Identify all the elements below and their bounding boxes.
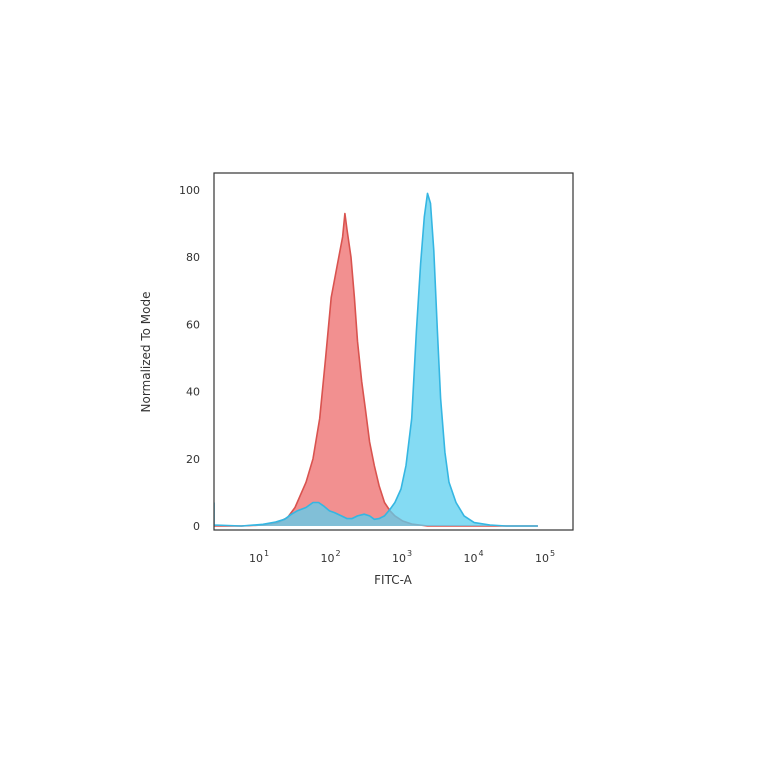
- y-tick-label: 80: [186, 251, 200, 264]
- x-tick-label: 105: [535, 549, 555, 565]
- x-tick-label: 103: [392, 549, 412, 565]
- y-tick-label: 0: [193, 520, 200, 533]
- x-tick-label: 104: [463, 549, 483, 565]
- histogram-line-2: [214, 192, 538, 527]
- y-tick-label: 40: [186, 386, 200, 399]
- y-tick-label: 100: [179, 184, 200, 197]
- y-axis-ticks: 0 20 40 60 80 100: [179, 184, 200, 533]
- x-axis-ticks: 101 102 103 104 105: [249, 549, 555, 565]
- y-tick-label: 20: [186, 453, 200, 466]
- y-axis-label: Normalized To Mode: [139, 291, 153, 412]
- x-tick-label: 102: [320, 549, 340, 565]
- plot-frame: [213, 172, 574, 531]
- x-axis-label: FITC-A: [374, 573, 413, 587]
- series-layer: [214, 192, 538, 527]
- x-tick-label: 101: [249, 549, 269, 565]
- y-tick-label: 60: [186, 318, 200, 331]
